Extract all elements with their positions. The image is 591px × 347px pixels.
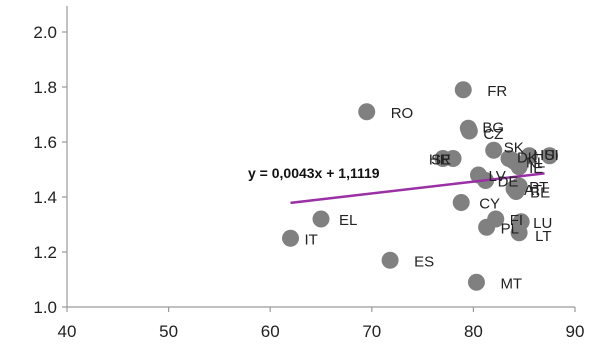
point-label-bg: BG xyxy=(482,119,504,136)
point-label-be: BE xyxy=(530,185,550,202)
point-label-pl: PL xyxy=(501,220,519,237)
point-label-pt: PT xyxy=(529,179,548,196)
point-label-es: ES xyxy=(414,253,434,270)
y-tick-label: 1.6 xyxy=(33,133,57,152)
point-label-sk: SK xyxy=(504,139,524,156)
data-point xyxy=(485,141,503,159)
data-point xyxy=(381,251,399,269)
data-point xyxy=(510,158,528,176)
point-label-hr: HR xyxy=(429,152,451,169)
data-point xyxy=(444,150,462,167)
point-label-hu: HU xyxy=(533,147,555,164)
point-label-se: SE xyxy=(431,152,451,169)
data-point xyxy=(507,183,525,200)
data-point xyxy=(312,210,330,228)
y-tick-label: 1.8 xyxy=(33,78,57,97)
point-label-ie: IE xyxy=(529,160,543,177)
data-point xyxy=(460,122,478,140)
trendline-group: y = 0,0043x + 1,1119 xyxy=(248,165,545,205)
point-label-dk: DK xyxy=(517,150,538,167)
data-point xyxy=(358,103,376,121)
axes: 1.0 1.2 1.4 1.6 1.8 2.0 40 50 60 70 80 90 xyxy=(33,6,584,341)
x-tick-label: 70 xyxy=(362,322,381,341)
data-point xyxy=(478,218,496,236)
point-label-de: DE xyxy=(498,174,519,191)
data-points xyxy=(282,81,559,291)
point-label-fr: FR xyxy=(487,83,507,100)
point-label-cz: CZ xyxy=(483,126,503,143)
data-point xyxy=(541,147,559,165)
data-point xyxy=(467,273,485,291)
point-label-ro: RO xyxy=(391,105,414,122)
x-tick-label: 80 xyxy=(464,322,483,341)
y-tick-label: 2.0 xyxy=(33,23,57,42)
point-label-el: EL xyxy=(339,212,357,229)
point-label-lv: LV xyxy=(488,168,505,185)
point-label-si: SI xyxy=(545,147,559,164)
x-tick-label: 40 xyxy=(58,322,77,341)
point-label-mt: MT xyxy=(500,275,522,292)
y-tick-label: 1.4 xyxy=(33,188,57,207)
data-point xyxy=(520,147,538,165)
data-point xyxy=(510,224,528,242)
trendline-equation: y = 0,0043x + 1,1119 xyxy=(248,165,380,181)
point-label-lu: LU xyxy=(533,215,552,232)
y-tick-label: 1.2 xyxy=(33,243,57,262)
x-tick-label: 50 xyxy=(159,322,178,341)
point-label-nl: NL xyxy=(526,154,545,171)
data-point xyxy=(282,229,300,247)
point-label-it: IT xyxy=(305,231,318,248)
trendline xyxy=(290,172,545,205)
point-label-fi: FI xyxy=(510,212,523,229)
point-label-cy: CY xyxy=(479,196,500,213)
point-label-at: AT xyxy=(524,182,542,199)
data-point xyxy=(454,81,472,99)
x-tick-label: 90 xyxy=(566,322,585,341)
point-label-lt: LT xyxy=(535,228,551,245)
x-tick-label: 60 xyxy=(261,322,280,341)
data-point xyxy=(452,194,470,211)
y-tick-label: 1.0 xyxy=(33,298,57,317)
